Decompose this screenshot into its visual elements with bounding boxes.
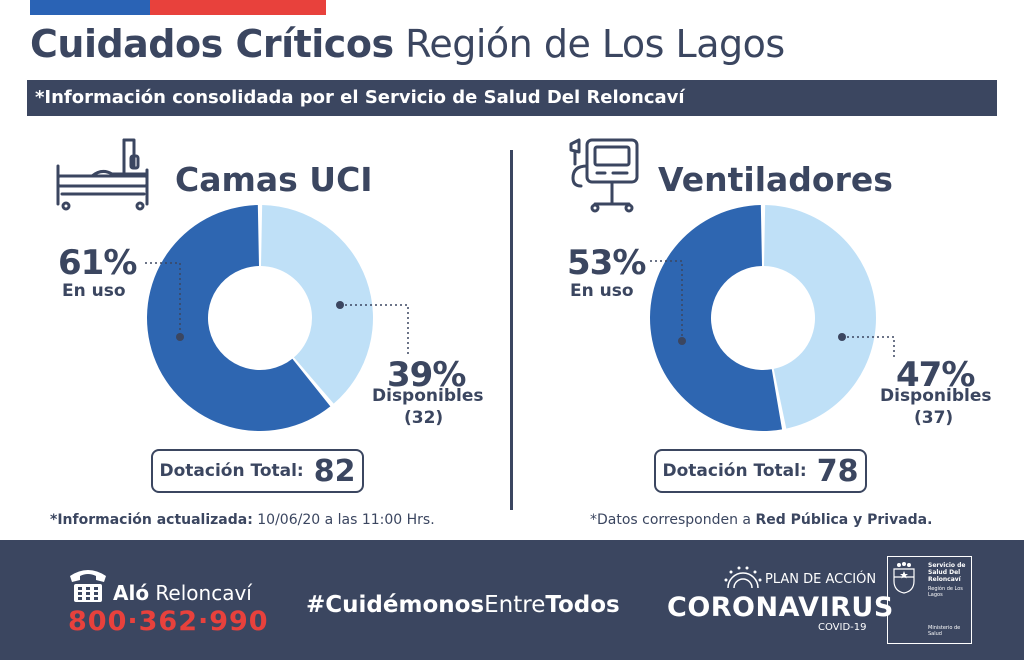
covid-19-text: COVID-19 (818, 622, 867, 633)
gov-service-name: Servicio de Salud Del Reloncaví (928, 562, 966, 583)
ventiladores-avail-count: (37) (914, 408, 954, 428)
camas-in-use-pct: 61% (58, 243, 137, 283)
alo-reloncavi-text: Aló Reloncaví (113, 581, 252, 605)
telephone-icon (70, 570, 106, 602)
ventiladores-total-box: Dotación Total: 78 (654, 449, 867, 493)
camas-avail-label: Disponibles (372, 386, 484, 406)
ventiladores-in-use-pct: 53% (567, 243, 646, 283)
government-logo: Servicio de Salud Del Reloncaví Región d… (887, 556, 972, 644)
footnote-right: *Datos corresponden a Red Pública y Priv… (590, 512, 932, 528)
hashtag-part-b: Entre (484, 592, 546, 618)
phone-number: 800·362·990 (68, 606, 269, 637)
hashtag-part-c: Todos (545, 592, 620, 618)
ventilator-icon (569, 138, 639, 213)
section-divider (510, 150, 513, 510)
ventiladores-slice-disponibles (763, 205, 876, 429)
chile-shield-icon (893, 562, 915, 594)
footnote-right-norm: *Datos corresponden a (590, 512, 756, 528)
gov-ministry-name: Ministerio de Salud (928, 625, 961, 637)
page-title: Cuidados Críticos Región de Los Lagos (30, 22, 785, 66)
ventiladores-avail-pct: 47% (896, 355, 975, 395)
coronavirus-logo-icon (724, 566, 762, 589)
ventiladores-total-label: Dotación Total: (662, 461, 807, 481)
page-title-bold: Cuidados Críticos (30, 22, 394, 66)
camas-leader-lines (145, 262, 409, 355)
ventiladores-slice-en-uso (649, 205, 783, 432)
page-title-light: Región de Los Lagos (405, 22, 785, 66)
camas-donut-chart (147, 205, 373, 431)
camas-total-value: 82 (313, 453, 356, 489)
coronavirus-text: CORONAVIRUS (667, 592, 894, 623)
hashtag-part-a: #Cuidémonos (306, 592, 485, 618)
camas-title: Camas UCI (175, 160, 373, 199)
alo-norm: Reloncaví (149, 581, 252, 605)
subtitle-bar: *Información consolidada por el Servicio… (27, 80, 997, 116)
camas-slice-en-uso (147, 205, 331, 431)
ventiladores-total-value: 78 (816, 453, 859, 489)
alo-bold: Aló (113, 581, 150, 605)
hashtag-text: #CuidémonosEntreTodos (306, 592, 620, 618)
ventiladores-title: Ventiladores (658, 160, 893, 199)
footnote-left: *Información actualizada: 10/06/20 a las… (50, 512, 435, 528)
hospital-bed-icon (56, 138, 149, 211)
gov-region-name: Región de Los Lagos (928, 586, 963, 598)
camas-total-box: Dotación Total: 82 (151, 449, 364, 493)
camas-total-label: Dotación Total: (159, 461, 304, 481)
subtitle-text: *Información consolidada por el Servicio… (35, 87, 685, 108)
flag-stripe-red (150, 0, 326, 15)
camas-avail-pct: 39% (387, 355, 466, 395)
flag-stripe-blue (30, 0, 150, 15)
camas-avail-count: (32) (404, 408, 444, 428)
ventiladores-avail-label: Disponibles (880, 386, 992, 406)
ventiladores-in-use-label: En uso (570, 281, 634, 301)
footnote-right-bold: Red Pública y Privada. (755, 512, 933, 528)
footnote-left-bold: *Información actualizada: (50, 512, 253, 528)
camas-slice-disponibles (260, 205, 373, 404)
footer-band (0, 540, 1024, 660)
plan-accion-text: PLAN DE ACCIÓN (765, 572, 877, 587)
footnote-left-date: 10/06/20 a las 11:00 Hrs. (252, 512, 435, 528)
ventiladores-leader-lines (650, 260, 895, 359)
camas-in-use-label: En uso (62, 281, 126, 301)
ventiladores-donut-chart (649, 205, 876, 432)
